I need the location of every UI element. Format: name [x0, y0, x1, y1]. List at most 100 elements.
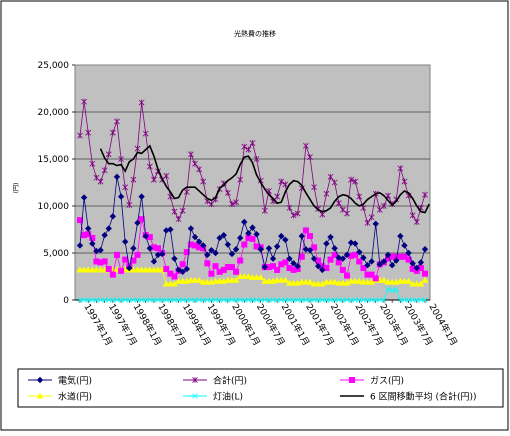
- data-point: [409, 265, 416, 272]
- data-point: [216, 234, 223, 242]
- data-point: [187, 225, 195, 232]
- data-point: [236, 234, 244, 242]
- data-point: [409, 297, 416, 303]
- data-point: [364, 297, 371, 303]
- data-point: [101, 231, 108, 239]
- data-point: [364, 271, 371, 278]
- data-point: [339, 255, 347, 262]
- data-point: [138, 193, 145, 200]
- data-point: [323, 240, 330, 247]
- data-point: [417, 259, 425, 266]
- data-point: [257, 273, 265, 280]
- data-point: [356, 297, 362, 303]
- data-point: [225, 297, 231, 303]
- data-point: [368, 214, 375, 221]
- data-point: [307, 233, 313, 240]
- data-point: [237, 176, 244, 183]
- data-point: [76, 242, 84, 249]
- data-point: [220, 266, 227, 273]
- data-point: [327, 297, 334, 303]
- data-point: [89, 240, 96, 247]
- data-point: [327, 256, 334, 263]
- data-point: [323, 265, 330, 272]
- data-point: [253, 231, 260, 238]
- legend-label: 灯油(L): [213, 391, 243, 403]
- data-point: [237, 297, 243, 303]
- data-point: [258, 297, 264, 303]
- data-point: [262, 297, 268, 303]
- data-point: [381, 297, 387, 303]
- data-point: [331, 251, 338, 258]
- data-point: [179, 261, 186, 268]
- data-point: [356, 248, 363, 256]
- legend-item: 電気(円): [28, 375, 92, 387]
- data-point: [344, 297, 350, 303]
- data-point: [261, 207, 268, 214]
- data-point: [397, 232, 404, 240]
- y-tick-label: 0: [63, 296, 69, 306]
- data-point: [355, 277, 363, 284]
- data-point: [307, 154, 313, 161]
- data-point: [216, 268, 223, 275]
- data-point: [352, 297, 358, 303]
- data-point: [417, 280, 425, 287]
- data-point: [282, 236, 289, 244]
- y-axis-ticks: 0 5,000 10,000 15,000 20,000 25,000: [38, 61, 75, 306]
- data-point: [191, 233, 199, 241]
- data-point: [229, 297, 235, 303]
- data-point: [401, 297, 408, 303]
- data-point: [114, 118, 120, 125]
- data-point: [303, 142, 309, 149]
- data-point: [85, 129, 92, 136]
- data-point: [278, 178, 285, 185]
- data-point: [245, 234, 252, 241]
- y-tick-label: 20,000: [38, 108, 70, 118]
- data-point: [220, 231, 227, 239]
- data-point: [195, 238, 203, 245]
- data-point: [340, 297, 346, 303]
- data-point: [249, 297, 256, 303]
- data-point: [163, 297, 169, 303]
- data-point: [126, 264, 133, 272]
- data-point: [241, 218, 248, 226]
- data-point: [142, 130, 149, 137]
- data-point: [195, 276, 203, 283]
- legend-item: 灯油(L): [183, 391, 243, 403]
- data-point: [179, 268, 186, 275]
- data-point: [159, 297, 165, 303]
- data-point: [192, 242, 198, 249]
- data-point: [146, 163, 153, 170]
- y-tick-label: 10,000: [38, 202, 70, 212]
- data-point: [245, 297, 252, 303]
- data-point: [311, 244, 318, 251]
- data-point: [377, 297, 383, 303]
- data-point: [89, 297, 96, 303]
- data-point: [105, 225, 112, 232]
- data-point: [138, 99, 145, 106]
- data-point: [105, 265, 112, 272]
- data-point: [109, 271, 116, 278]
- data-point: [364, 262, 371, 269]
- data-point: [413, 218, 420, 225]
- gridlines: [75, 111, 430, 254]
- data-point: [158, 250, 166, 258]
- data-point: [368, 258, 375, 265]
- data-point: [89, 160, 96, 167]
- data-point: [393, 253, 400, 260]
- data-point: [232, 276, 240, 283]
- data-point: [237, 257, 244, 264]
- y-tick-label: 5,000: [43, 249, 69, 259]
- data-point: [397, 165, 404, 172]
- data-point: [36, 376, 44, 384]
- data-point: [307, 297, 313, 303]
- data-point: [118, 156, 124, 162]
- data-point: [81, 232, 88, 239]
- data-point: [208, 201, 215, 208]
- data-point: [389, 287, 395, 294]
- data-point: [192, 393, 198, 399]
- data-point: [167, 270, 174, 277]
- series-4: [76, 266, 429, 287]
- data-point: [290, 266, 297, 273]
- data-point: [315, 257, 322, 264]
- data-point: [204, 251, 211, 259]
